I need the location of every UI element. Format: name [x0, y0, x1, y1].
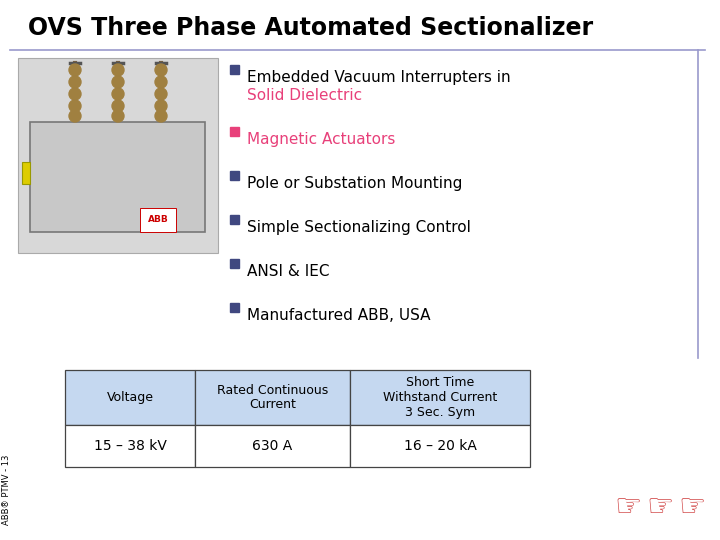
Bar [30, 122, 205, 232]
Text: Magnetic Actuators: Magnetic Actuators [247, 132, 395, 147]
Circle shape [155, 76, 167, 88]
Text: OVS Three Phase Automated Sectionalizer: OVS Three Phase Automated Sectionalizer [28, 16, 593, 40]
Bar [230, 171, 239, 180]
Circle shape [69, 88, 81, 100]
Circle shape [112, 100, 124, 112]
Text: Manufactured ABB, USA: Manufactured ABB, USA [247, 308, 431, 323]
Bar [230, 259, 239, 268]
Text: ABB® PTMV - 13: ABB® PTMV - 13 [2, 455, 12, 525]
Text: ABB: ABB [148, 215, 168, 225]
Circle shape [155, 100, 167, 112]
Bar [65, 370, 195, 425]
Text: Rated Continuous
Current: Rated Continuous Current [217, 383, 328, 411]
Text: Voltage: Voltage [107, 391, 153, 404]
Bar [230, 65, 239, 74]
Bar [195, 425, 350, 467]
Bar [65, 425, 195, 467]
Circle shape [155, 88, 167, 100]
Bar [350, 425, 530, 467]
Circle shape [155, 110, 167, 122]
Bar [18, 58, 218, 253]
Bar [230, 127, 239, 136]
Text: Pole or Substation Mounting: Pole or Substation Mounting [247, 176, 462, 191]
Circle shape [112, 88, 124, 100]
Bar [230, 215, 239, 224]
Text: 630 A: 630 A [253, 439, 292, 453]
Circle shape [69, 76, 81, 88]
Text: ANSI & IEC: ANSI & IEC [247, 264, 330, 279]
Circle shape [69, 110, 81, 122]
Bar [195, 370, 350, 425]
Bar [22, 162, 30, 184]
Circle shape [69, 100, 81, 112]
Circle shape [112, 76, 124, 88]
Text: 15 – 38 kV: 15 – 38 kV [94, 439, 166, 453]
Text: ☞: ☞ [614, 494, 642, 523]
Text: Embedded Vacuum Interrupters in: Embedded Vacuum Interrupters in [247, 70, 510, 85]
Circle shape [155, 64, 167, 76]
Circle shape [69, 64, 81, 76]
Text: Short Time
Withstand Current
3 Sec. Sym: Short Time Withstand Current 3 Sec. Sym [383, 376, 497, 419]
Text: Simple Sectionalizing Control: Simple Sectionalizing Control [247, 220, 471, 235]
Bar [350, 370, 530, 425]
Text: ☞: ☞ [647, 494, 674, 523]
Bar [230, 303, 239, 312]
Circle shape [112, 110, 124, 122]
Text: ☞: ☞ [678, 494, 706, 523]
Text: Solid Dielectric: Solid Dielectric [247, 88, 362, 103]
Circle shape [112, 64, 124, 76]
Text: 16 – 20 kA: 16 – 20 kA [404, 439, 477, 453]
